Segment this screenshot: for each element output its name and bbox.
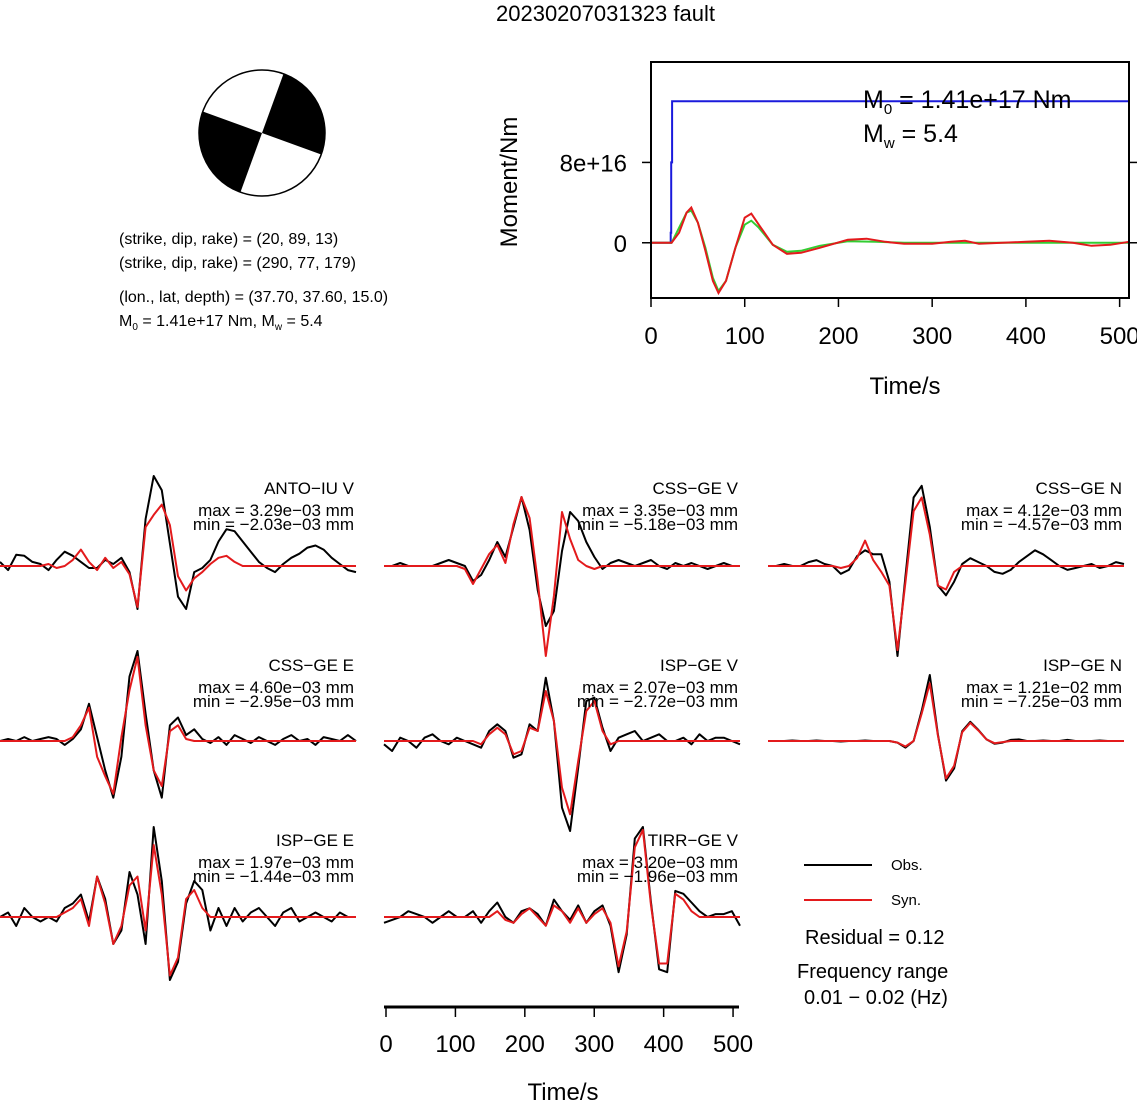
annot-m0-sub: 0: [883, 101, 893, 118]
nodal-plane-2: (strike, dip, rake) = (290, 77, 179): [119, 255, 356, 272]
moment-x-tick-label-400: 400: [1006, 323, 1046, 350]
moment-x-axis-label: Time/s: [869, 373, 940, 400]
synthetic-trace: [384, 690, 740, 816]
legend-lines: [804, 864, 872, 901]
min-amplitude-label: min = −1.96e−03 mm: [577, 867, 738, 886]
moment-x-tick-label-100: 100: [725, 323, 765, 350]
annot-mw-prefix: M: [863, 120, 884, 148]
beachball-compressional-quadrant-ne: [262, 73, 325, 155]
moment-x-tick-label-300: 300: [912, 323, 952, 350]
synthetic-trace: [0, 844, 356, 977]
station-label: CSS−GE E: [268, 656, 354, 675]
synthetic-trace: [0, 655, 356, 795]
min-amplitude-label: min = −5.18e−03 mm: [577, 515, 738, 534]
moment-rate-chart: 0 100 200 300 400 500 0 8e+16 Time/s Moment/Nm: [496, 61, 1137, 400]
frequency-range-value: 0.01 − 0.02 (Hz): [804, 987, 948, 1009]
legend-syn-label: Syn.: [891, 892, 922, 909]
max-amplitude-label: max = 3.35e−03 mm: [582, 501, 738, 520]
station-label: TIRR−GE V: [648, 831, 739, 850]
nodal-plane-1: (strike, dip, rake) = (20, 89, 13): [119, 231, 339, 248]
station-label: CSS−GE V: [652, 479, 738, 498]
max-amplitude-label: max = 3.20e−03 mm: [582, 853, 738, 872]
min-amplitude-label: min = −2.72e−03 mm: [577, 692, 738, 711]
annot-m0-prefix: M: [863, 86, 884, 114]
min-amplitude-label: min = −2.95e−03 mm: [193, 692, 354, 711]
moment-x-tick-label-500: 500: [1100, 323, 1137, 350]
m0-value: = 1.41e+17 Nm, M: [137, 313, 275, 330]
mw-sub: w: [274, 322, 283, 334]
moment-series-0: [651, 100, 1129, 244]
annot-mw-value: = 5.4: [894, 120, 958, 148]
waveform-x-tick-label-500: 500: [713, 1031, 753, 1058]
moment-y-tick-label-1: 8e+16: [560, 150, 627, 177]
moment-x-tick-label-200: 200: [818, 323, 858, 350]
synthetic-trace: [384, 496, 740, 657]
magnitude-line: M0 = 1.41e+17 Nm, Mw = 5.4: [119, 314, 323, 333]
waveform-x-tick-label-400: 400: [644, 1031, 684, 1058]
moment-y-axis-label: Moment/Nm: [496, 117, 523, 248]
max-amplitude-label: max = 1.97e−03 mm: [198, 853, 354, 872]
synthetic-trace: [768, 682, 1124, 780]
station-label: ISP−GE V: [660, 656, 739, 675]
observed-trace: [383, 676, 741, 832]
min-amplitude-label: min = −7.25e−03 mm: [961, 692, 1122, 711]
annot-m0-value: = 1.41e+17 Nm: [892, 86, 1072, 114]
waveform-x-tick-label-200: 200: [505, 1031, 545, 1058]
moment-series-2: [651, 205, 1130, 296]
waveform-x-tick-label-300: 300: [574, 1031, 614, 1058]
figure-title: 20230207031323 fault: [496, 1, 715, 26]
moment-x-tick-label-0: 0: [644, 323, 657, 350]
station-label: ISP−GE E: [276, 831, 354, 850]
moment-y-tick-label-0: 0: [614, 231, 627, 258]
station-label: ISP−GE N: [1043, 656, 1122, 675]
min-amplitude-label: min = −1.44e−03 mm: [193, 867, 354, 886]
annot-mw-sub: w: [883, 135, 895, 152]
min-amplitude-label: min = −2.03e−03 mm: [193, 515, 354, 534]
observed-trace: [768, 484, 1125, 657]
moment-annotation-mw: Mw = 5.4: [863, 120, 958, 152]
m0-sub: 0: [132, 322, 138, 334]
legend-obs-label: Obs.: [891, 857, 923, 874]
max-amplitude-label: max = 3.29e−03 mm: [198, 501, 354, 520]
beachball-focal-mechanism: [198, 69, 326, 197]
waveform-x-tick-label-0: 0: [379, 1031, 392, 1058]
mw-value: = 5.4: [282, 313, 323, 330]
station-label: CSS−GE N: [1036, 479, 1122, 498]
observed-trace: [0, 475, 357, 610]
frequency-range-label: Frequency range: [797, 961, 949, 983]
beachball-compressional-quadrant-sw: [199, 111, 262, 193]
min-amplitude-label: min = −4.57e−03 mm: [961, 515, 1122, 534]
hypocenter: (lon., lat, depth) = (37.70, 37.60, 15.0…: [119, 289, 389, 306]
station-label: ANTO−IU V: [264, 479, 355, 498]
waveform-x-axis-label: Time/s: [527, 1079, 598, 1104]
synthetic-trace: [0, 503, 356, 608]
residual-label: Residual = 0.12: [805, 927, 945, 949]
max-amplitude-label: max = 1.21e−02 mm: [966, 678, 1122, 697]
max-amplitude-label: max = 4.60e−03 mm: [198, 678, 354, 697]
max-amplitude-label: max = 2.07e−03 mm: [582, 678, 738, 697]
moment-plot-frame: [650, 61, 1130, 299]
synthetic-trace: [384, 828, 740, 968]
moment-annotation-m0: M0 = 1.41e+17 Nm: [863, 86, 1072, 118]
max-amplitude-label: max = 4.12e−03 mm: [966, 501, 1122, 520]
waveform-x-tick-label-100: 100: [435, 1031, 475, 1058]
m0-prefix: M: [119, 313, 133, 330]
moment-series-1: [651, 209, 1129, 293]
synthetic-trace: [768, 496, 1124, 652]
